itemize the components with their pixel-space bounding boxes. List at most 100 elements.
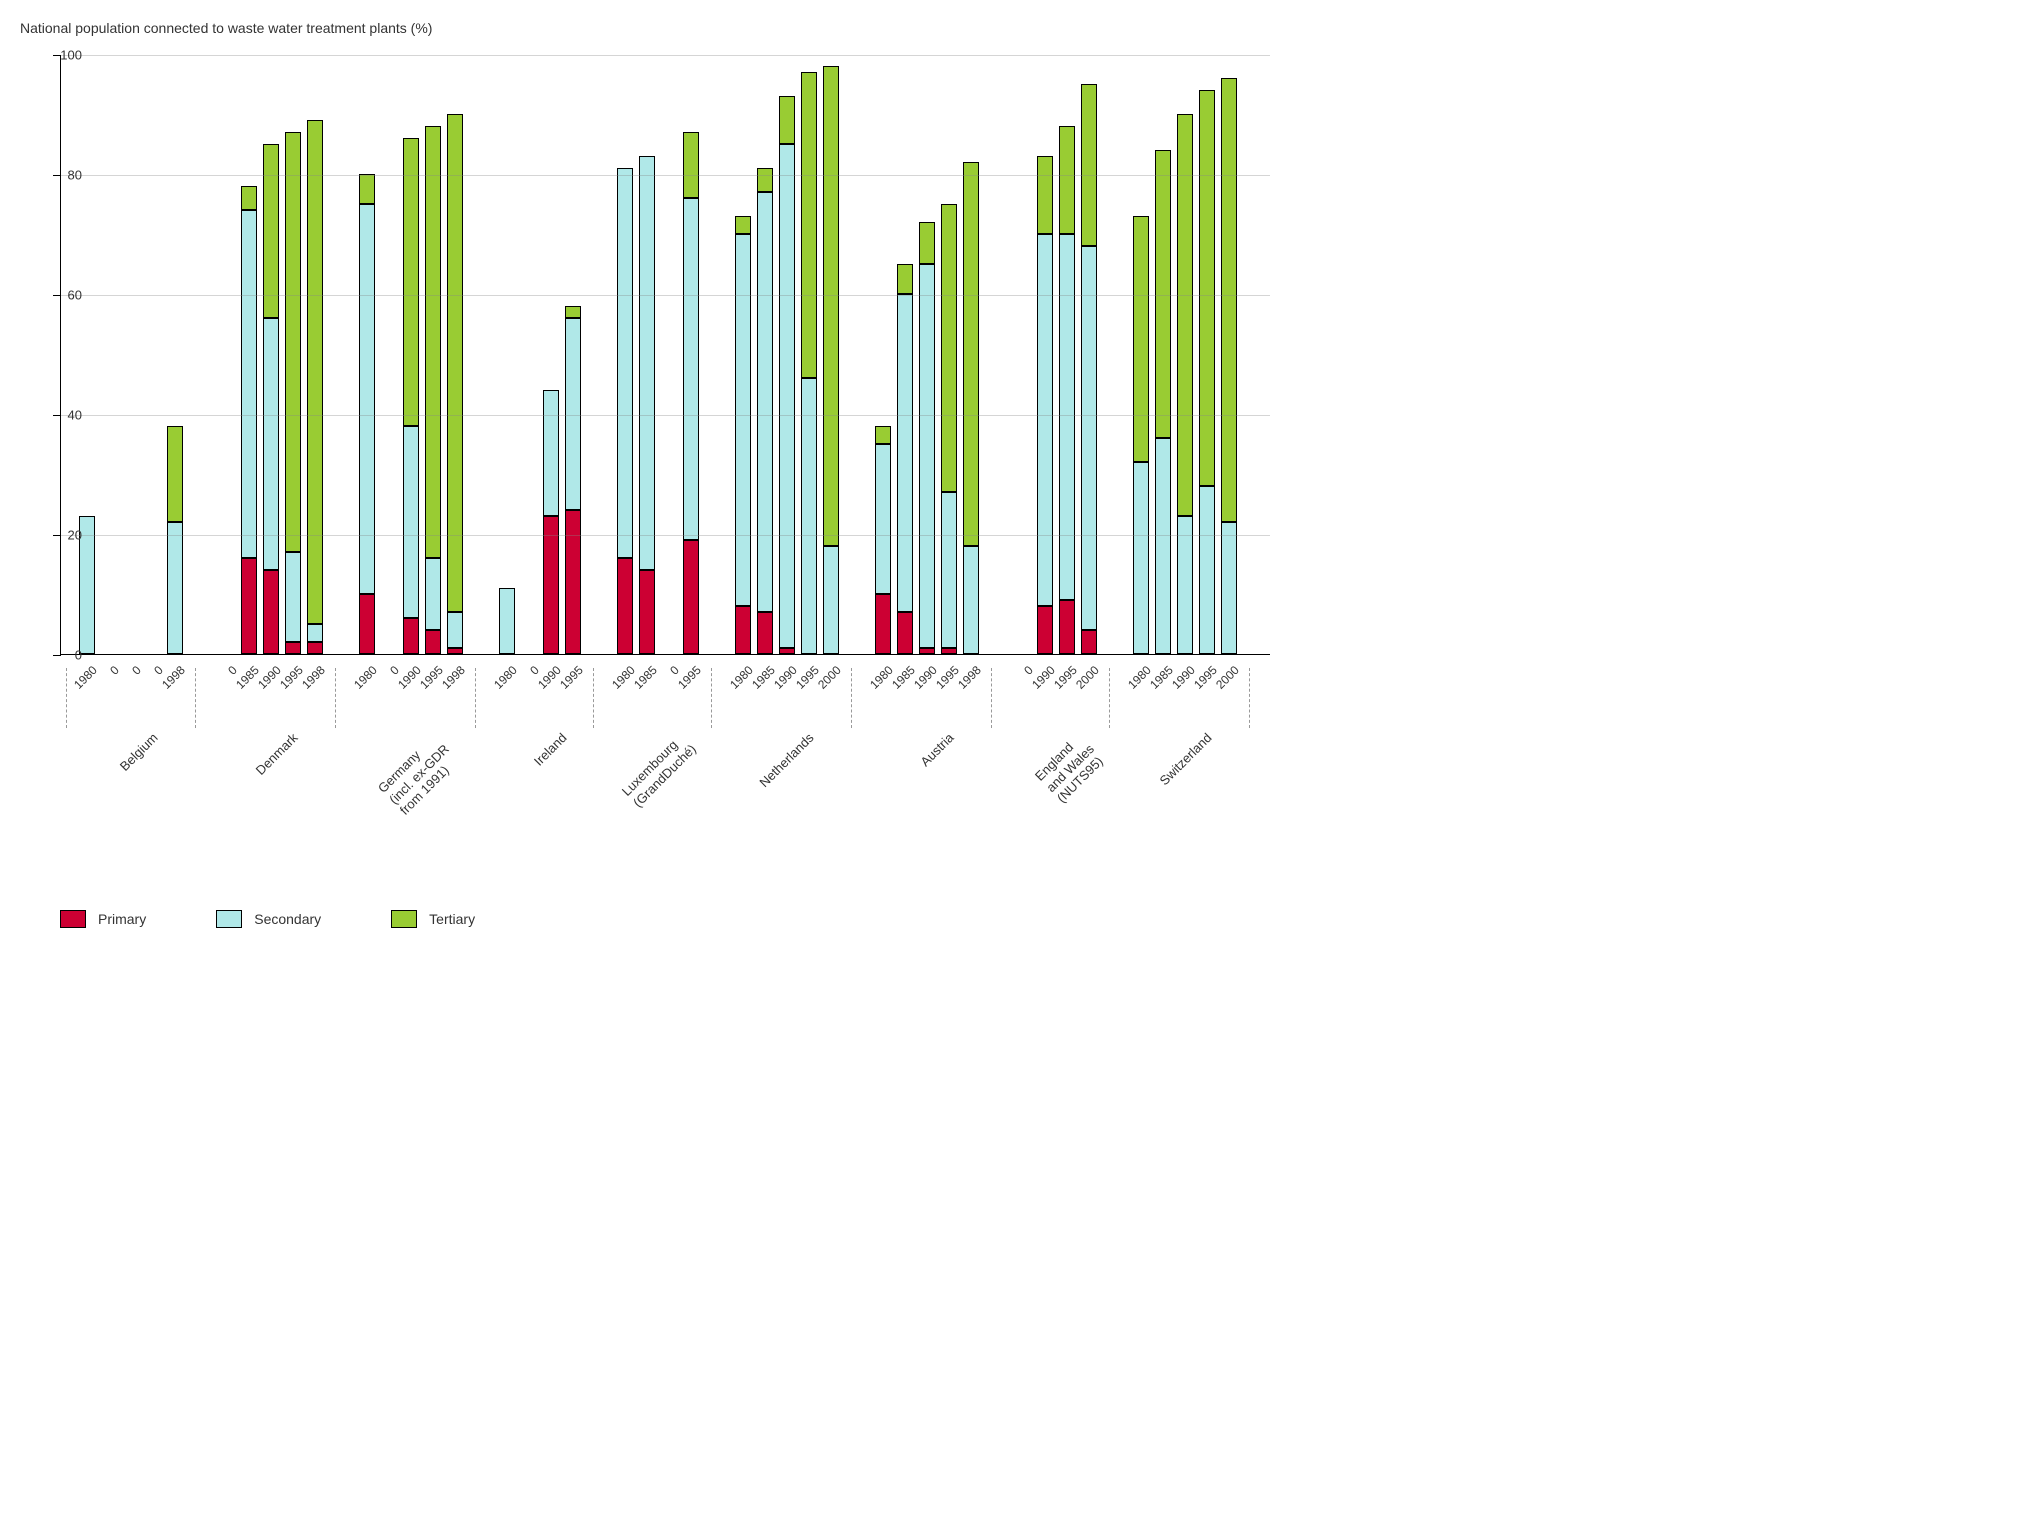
group-divider bbox=[1249, 668, 1250, 728]
bar-segment-tertiary bbox=[565, 306, 581, 318]
group-label: Netherlands bbox=[756, 730, 817, 791]
x-tick-label: 0 bbox=[129, 663, 144, 678]
chart-title: National population connected to waste w… bbox=[20, 20, 1300, 36]
bar-segment-secondary bbox=[285, 552, 301, 642]
bar-segment-secondary bbox=[499, 588, 515, 654]
bar-segment-primary bbox=[307, 642, 323, 654]
x-tick-label: 1985 bbox=[233, 663, 262, 692]
bar-segment-primary bbox=[1081, 630, 1097, 654]
x-tick-label: 1985 bbox=[889, 663, 918, 692]
y-tick bbox=[53, 655, 61, 656]
x-tick-label: 1995 bbox=[933, 663, 962, 692]
bar-segment-secondary bbox=[1221, 522, 1237, 654]
x-tick-label: 1995 bbox=[793, 663, 822, 692]
legend-label: Primary bbox=[98, 911, 146, 927]
group-label: Luxembourg(GrandDuché) bbox=[619, 730, 699, 810]
bar-segment-primary bbox=[425, 630, 441, 654]
bar-segment-secondary bbox=[735, 234, 751, 606]
group-label: Denmark bbox=[253, 730, 301, 778]
bar-segment-tertiary bbox=[241, 186, 257, 210]
bar-segment-tertiary bbox=[1199, 90, 1215, 486]
x-tick-label: 1998 bbox=[439, 663, 468, 692]
bar-segment-secondary bbox=[307, 624, 323, 642]
bar-segment-secondary bbox=[1081, 246, 1097, 630]
bar-segment-secondary bbox=[1177, 516, 1193, 654]
bar-segment-tertiary bbox=[875, 426, 891, 444]
bar-segment-secondary bbox=[897, 294, 913, 612]
legend-swatch bbox=[216, 910, 242, 928]
x-tick-label: 0 bbox=[107, 663, 122, 678]
group-divider bbox=[475, 668, 476, 728]
bar-segment-tertiary bbox=[941, 204, 957, 492]
x-tick-label: 1998 bbox=[159, 663, 188, 692]
x-tick-label: 1980 bbox=[609, 663, 638, 692]
x-tick-label: 1995 bbox=[277, 663, 306, 692]
plot-area bbox=[60, 55, 1270, 655]
x-tick-label: 1985 bbox=[1147, 663, 1176, 692]
bar-segment-tertiary bbox=[963, 162, 979, 546]
x-tick-label: 1995 bbox=[557, 663, 586, 692]
bar-segment-tertiary bbox=[285, 132, 301, 552]
x-tick-label: 1990 bbox=[771, 663, 800, 692]
bar-segment-secondary bbox=[565, 318, 581, 510]
bar-segment-primary bbox=[683, 540, 699, 654]
y-tick-label: 60 bbox=[68, 288, 82, 303]
y-tick-label: 20 bbox=[68, 528, 82, 543]
gridline bbox=[61, 535, 1270, 536]
x-tick-label: 1990 bbox=[255, 663, 284, 692]
bar-segment-secondary bbox=[1155, 438, 1171, 654]
bar-segment-primary bbox=[1059, 600, 1075, 654]
group-label: Englandand Wales(NUTS95) bbox=[1032, 730, 1108, 806]
bar-segment-secondary bbox=[403, 426, 419, 618]
x-tick-label: 1985 bbox=[749, 663, 778, 692]
bar-segment-secondary bbox=[1059, 234, 1075, 600]
bar-segment-secondary bbox=[963, 546, 979, 654]
group-divider bbox=[66, 668, 67, 728]
group-label: Germany(incl. ex-GDRfrom 1991) bbox=[375, 730, 463, 818]
chart-container: National population connected to waste w… bbox=[20, 20, 1300, 1000]
x-tick-label: 1995 bbox=[1051, 663, 1080, 692]
group-divider bbox=[195, 668, 196, 728]
x-tick-label: 1980 bbox=[1125, 663, 1154, 692]
bar-segment-secondary bbox=[683, 198, 699, 540]
bar-segment-primary bbox=[757, 612, 773, 654]
bar-segment-secondary bbox=[263, 318, 279, 570]
bar-segment-primary bbox=[919, 648, 935, 654]
bar-segment-tertiary bbox=[919, 222, 935, 264]
bar-segment-secondary bbox=[919, 264, 935, 648]
x-tick-label: 1980 bbox=[867, 663, 896, 692]
group-label: Belgium bbox=[117, 730, 161, 774]
x-tick-label: 1995 bbox=[417, 663, 446, 692]
bar-segment-tertiary bbox=[1221, 78, 1237, 522]
group-divider bbox=[1109, 668, 1110, 728]
legend-swatch bbox=[391, 910, 417, 928]
x-tick-label: 1995 bbox=[675, 663, 704, 692]
x-tick-label: 1980 bbox=[491, 663, 520, 692]
legend-item-primary: Primary bbox=[60, 910, 146, 928]
group-label: Switzerland bbox=[1156, 730, 1215, 789]
group-divider bbox=[335, 668, 336, 728]
bar-segment-primary bbox=[543, 516, 559, 654]
bar-segment-primary bbox=[617, 558, 633, 654]
y-tick-label: 40 bbox=[68, 408, 82, 423]
bar-segment-tertiary bbox=[1155, 150, 1171, 438]
bar-segment-tertiary bbox=[779, 96, 795, 144]
bar-segment-primary bbox=[285, 642, 301, 654]
bar-segment-secondary bbox=[823, 546, 839, 654]
gridline bbox=[61, 295, 1270, 296]
bar-segment-secondary bbox=[425, 558, 441, 630]
y-tick bbox=[53, 535, 61, 536]
y-tick-label: 100 bbox=[60, 48, 82, 63]
bar-segment-tertiary bbox=[1059, 126, 1075, 234]
gridline bbox=[61, 415, 1270, 416]
bar-segment-tertiary bbox=[403, 138, 419, 426]
x-tick-label: 1980 bbox=[71, 663, 100, 692]
bar-segment-tertiary bbox=[1037, 156, 1053, 234]
legend-label: Tertiary bbox=[429, 911, 475, 927]
x-tick-label: 1990 bbox=[1169, 663, 1198, 692]
bar-segment-tertiary bbox=[447, 114, 463, 612]
bar-segment-tertiary bbox=[263, 144, 279, 318]
bar-segment-primary bbox=[241, 558, 257, 654]
bar-segment-tertiary bbox=[801, 72, 817, 378]
bar-segment-secondary bbox=[875, 444, 891, 594]
